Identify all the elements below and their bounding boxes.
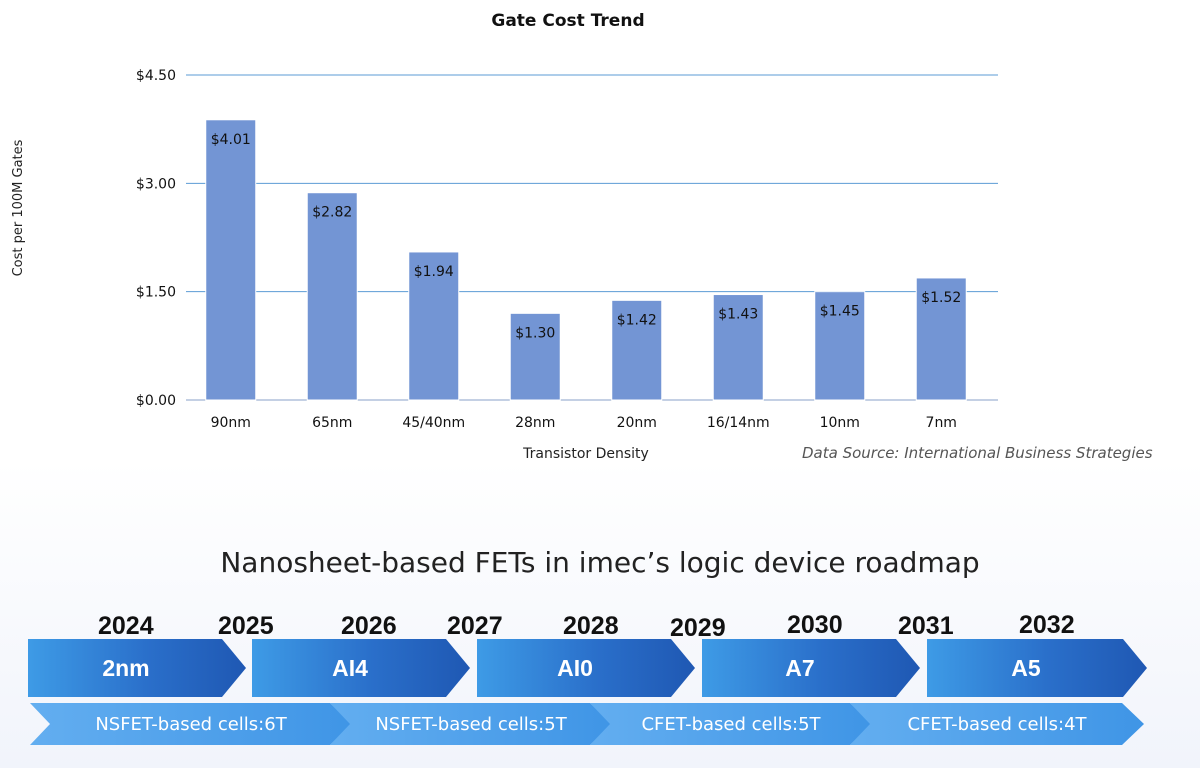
bar-data-label: $1.43 <box>718 307 758 323</box>
bar-data-label: $4.01 <box>211 132 251 148</box>
bar <box>712 294 764 401</box>
bar <box>509 312 561 401</box>
cell-type-banner: CFET-based cells:4T <box>850 703 1144 745</box>
year-label: 2032 <box>1019 611 1075 639</box>
cell-type-label: CFET-based cells:5T <box>641 713 821 735</box>
y-tick-label: $3.00 <box>136 176 176 192</box>
bar <box>408 251 460 401</box>
bar-data-label: $1.52 <box>921 290 961 306</box>
roadmap-stage-a5: A5 <box>927 639 1147 697</box>
stage-label: AI0 <box>557 654 593 681</box>
stage-label: AI4 <box>332 654 368 681</box>
roadmap-stage-2nm: 2nm <box>28 639 246 697</box>
stage-label: A7 <box>785 654 815 681</box>
cell-type-label: CFET-based cells:4T <box>907 713 1087 735</box>
bar-data-label: $2.82 <box>312 205 352 221</box>
x-tick-label: 65nm <box>312 415 352 431</box>
roadmap-stage-a7: A7 <box>702 639 920 697</box>
x-tick-label: 45/40nm <box>402 415 465 431</box>
bar-data-label: $1.94 <box>414 264 454 280</box>
y-tick-label: $0.00 <box>136 393 176 409</box>
cell-type-banner: NSFET-based cells:5T <box>330 703 612 745</box>
bar <box>915 277 967 401</box>
year-label: 2024 <box>98 612 154 640</box>
bar-data-label: $1.42 <box>617 312 657 328</box>
bar-data-label: $1.45 <box>820 304 860 320</box>
x-axis-label: Transistor Density <box>522 446 649 462</box>
year-label: 2028 <box>563 612 619 640</box>
year-label: 2027 <box>447 612 503 640</box>
cell-type-label: NSFET-based cells:5T <box>375 713 567 735</box>
bar <box>306 192 358 401</box>
roadmap-title: Nanosheet-based FETs in imec’s logic dev… <box>220 546 980 579</box>
cell-type-label: NSFET-based cells:6T <box>95 713 287 735</box>
chart-title: Gate Cost Trend <box>491 11 644 31</box>
x-tick-label: 16/14nm <box>707 415 770 431</box>
y-tick-label: $1.50 <box>136 285 176 301</box>
roadmap-stage-ai4: AI4 <box>252 639 470 697</box>
cell-type-banner: NSFET-based cells:6T <box>30 703 352 745</box>
x-tick-label: 90nm <box>211 415 251 431</box>
x-tick-label: 20nm <box>617 415 657 431</box>
bar <box>814 291 866 401</box>
x-tick-label: 10nm <box>820 415 860 431</box>
bar-data-label: $1.30 <box>515 325 555 341</box>
year-label: 2031 <box>898 612 954 640</box>
x-tick-label: 7nm <box>926 415 957 431</box>
roadmap-stage-ai0: AI0 <box>477 639 695 697</box>
bar <box>205 119 257 401</box>
stage-label: A5 <box>1011 654 1041 681</box>
year-label: 2029 <box>670 614 726 642</box>
year-label: 2030 <box>787 611 843 639</box>
cell-type-banner: CFET-based cells:5T <box>590 703 872 745</box>
year-label: 2026 <box>341 612 397 640</box>
y-axis-label: Cost per 100M Gates <box>11 139 26 276</box>
year-label: 2025 <box>218 612 274 640</box>
gate-cost-chart: Gate Cost Trend Cost per 100M Gates Tran… <box>11 11 998 462</box>
data-source-note: Data Source: International Business Stra… <box>802 444 1153 462</box>
stage-label: 2nm <box>102 654 150 681</box>
y-tick-label: $4.50 <box>136 68 176 84</box>
x-tick-label: 28nm <box>515 415 555 431</box>
bar <box>611 299 663 401</box>
